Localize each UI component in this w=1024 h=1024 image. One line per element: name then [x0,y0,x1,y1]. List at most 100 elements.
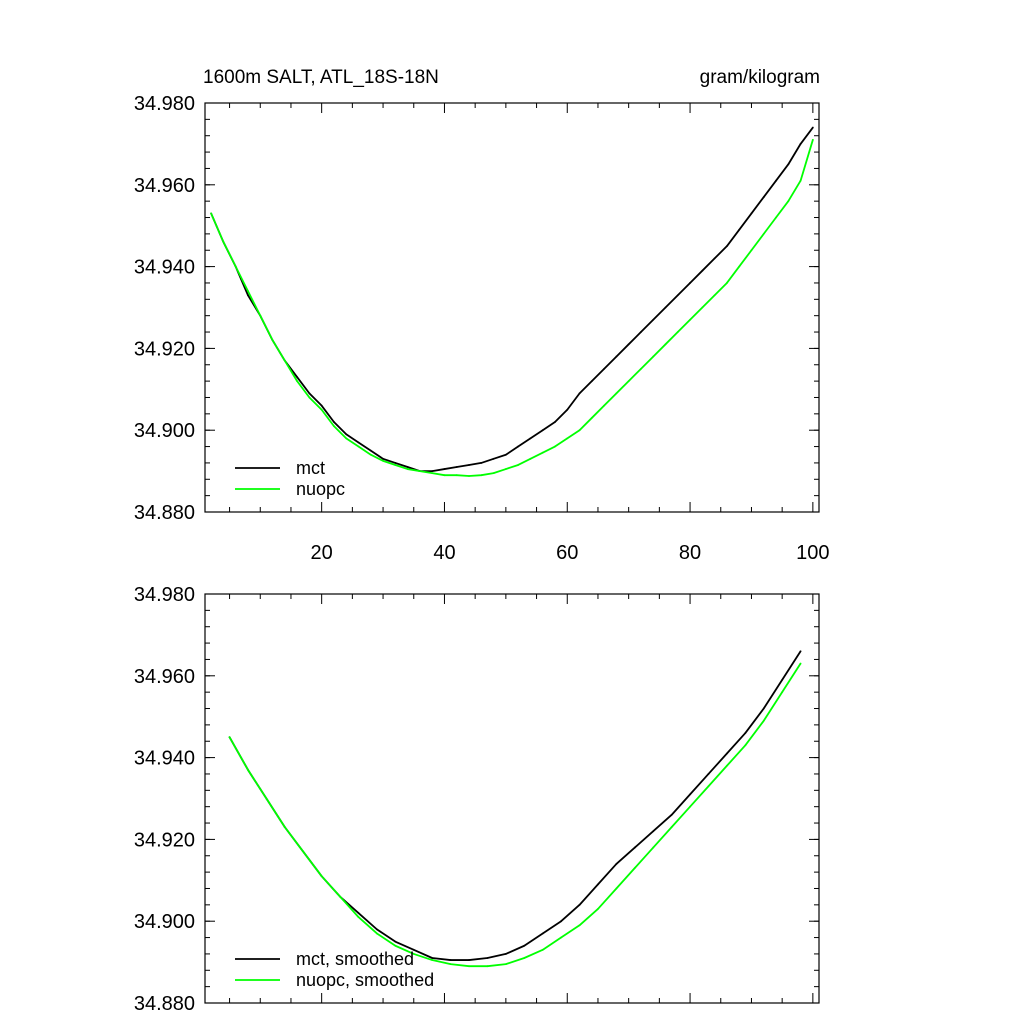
data-point [799,179,802,182]
data-point [744,744,747,747]
x-tick-label: 80 [679,542,701,564]
data-point [707,773,710,775]
data-point [603,367,605,370]
data-point [775,216,777,219]
y-tick-label: 34.980 [134,584,195,606]
data-point [726,764,728,767]
chart-title: 1600m SALT, ATL_18S-18N [203,67,439,88]
data-point [431,957,434,959]
data-point [523,944,526,947]
data-point [431,959,434,961]
data-point [689,282,691,284]
data-point [406,466,409,468]
y-tick-label: 34.900 [134,911,195,933]
data-point [320,404,323,407]
data-point [541,429,544,432]
data-point [781,691,784,694]
data-point [265,797,268,800]
data-point [271,339,274,342]
data-point [259,314,262,317]
data-point [455,466,458,468]
data-point [296,380,298,383]
data-point [504,468,507,470]
data-point [443,468,446,470]
data-point [670,813,673,816]
data-point [394,940,397,943]
data-point [566,437,569,440]
y-tick-label: 34.960 [134,175,195,197]
data-point [615,887,618,890]
data-point [523,957,526,959]
data-point [603,404,605,407]
data-point [744,732,747,734]
x-tick-label: 20 [311,542,333,564]
data-point [578,392,581,395]
data-point [382,457,384,460]
data-point [762,196,765,198]
data-point [554,445,556,448]
data-point [228,736,231,739]
data-point [247,294,249,297]
data-point [560,936,563,939]
data-point [726,752,728,755]
top-panel: 1600m SALT, ATL_18S-18N gram/kilogram 34… [134,67,830,564]
plot-frame [204,102,820,513]
data-point [320,408,323,411]
data-point [566,408,569,411]
data-point [787,200,790,203]
data-point [652,846,655,849]
legend-label: mct, smoothed [296,949,414,969]
data-point [406,468,409,470]
data-point [247,290,249,293]
data-point [308,396,311,399]
data-point [492,472,495,475]
data-point [799,662,802,665]
data-point [517,464,520,466]
data-point [369,449,372,452]
data-point [333,425,335,428]
data-point [811,138,814,141]
data-point [449,959,452,961]
data-point [468,464,470,466]
legend-label: nuopc [296,479,345,499]
data-point [590,380,593,383]
data-point [670,826,673,829]
data-point [504,953,507,955]
data-point [689,805,691,808]
data-point [781,678,784,681]
data-point [357,441,360,444]
data-point [750,249,753,252]
data-point [597,908,599,910]
data-point [652,355,655,358]
data-point [345,437,348,440]
data-point [762,707,765,710]
series-line-nuopc [210,139,814,477]
data-point [443,474,446,477]
data-point [517,445,520,448]
data-point [676,331,679,333]
data-point [468,475,470,477]
data-point [468,965,470,968]
data-point [726,245,728,248]
data-point [762,232,765,235]
y-tick-label: 34.880 [134,502,195,524]
data-point [222,241,225,243]
data-point [799,143,802,145]
data-point [247,768,249,771]
data-point [376,932,378,935]
data-point [357,912,360,914]
data-point [234,265,237,268]
plot-frame [204,593,820,1004]
data-point [615,392,618,395]
data-point [707,785,710,788]
data-point [369,453,372,456]
data-point [541,932,544,935]
data-point [633,846,636,849]
data-point [302,850,305,853]
data-point [554,421,556,423]
data-point [590,417,593,419]
data-point [480,474,483,477]
data-point [701,306,704,309]
data-point [578,903,581,906]
